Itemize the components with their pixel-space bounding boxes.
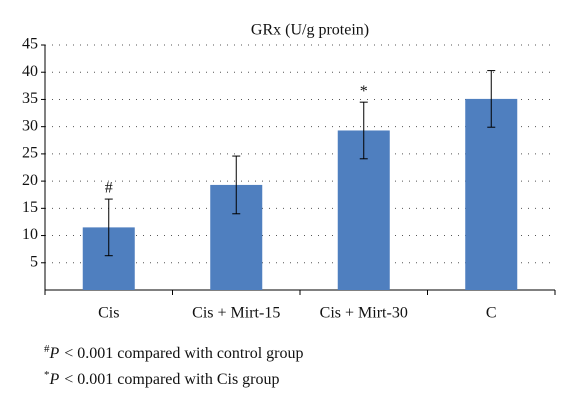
x-tick-label: C [486, 305, 497, 322]
y-tick-label: 35 [22, 90, 38, 107]
x-tick-label: Cis [98, 305, 119, 322]
y-tick-label: 10 [22, 226, 38, 243]
significance-marker: * [360, 83, 368, 100]
y-tick-label: 15 [22, 199, 38, 216]
y-tick-label: 20 [22, 172, 38, 189]
footnote-p: P [49, 371, 60, 388]
y-tick-label: 45 [22, 36, 38, 53]
x-tick-label: Cis + Mirt-30 [320, 305, 408, 322]
footnote: *P < 0.001 compared with Cis group [44, 369, 280, 388]
bar [465, 98, 518, 291]
footnote: #P < 0.001 compared with control group [44, 343, 303, 362]
footnote-symbol: * [44, 369, 50, 381]
footnote-text: < 0.001 compared with Cis group [64, 371, 279, 388]
x-tick-label: Cis + Mirt-15 [192, 305, 280, 322]
footnote-p: P [49, 345, 60, 362]
chart-title: GRx (U/g protein) [251, 22, 369, 39]
y-tick-label: 40 [22, 63, 38, 80]
y-tick-label: 5 [30, 253, 38, 270]
footnote-symbol: # [44, 343, 50, 355]
y-tick-label: 25 [22, 145, 38, 162]
significance-marker: # [105, 180, 113, 197]
y-tick-label: 30 [22, 117, 38, 134]
footnote-text: < 0.001 compared with control group [64, 345, 303, 362]
